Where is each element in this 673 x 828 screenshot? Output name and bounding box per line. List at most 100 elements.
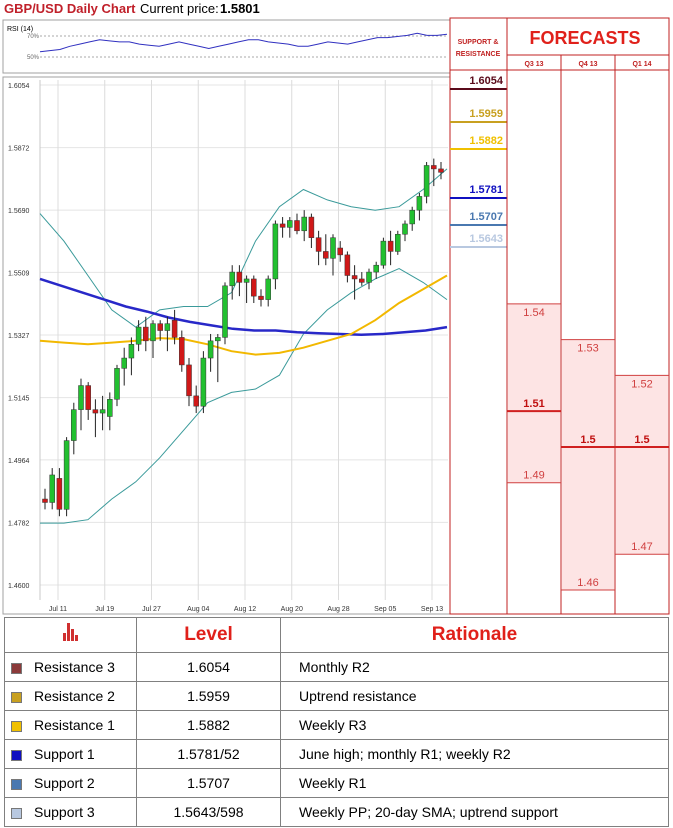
row-rationale: Weekly R1 [280,768,669,798]
x-tick-label: Jul 19 [95,606,114,613]
levels-table: Level Rationale Resistance 3 1.6054 Monthl… [4,617,669,827]
candle-body [287,220,293,228]
candle-body [143,326,149,342]
candle-body [373,264,379,273]
candle-body [56,478,63,510]
candle-body [251,278,257,297]
candle-body [222,285,228,338]
row-name: Support 3 [34,804,95,820]
candle-body [85,385,91,410]
y-tick-label: 1.5509 [8,270,30,277]
price-value: 1.5801 [220,1,260,16]
candle-body [243,278,250,283]
rsi-tick-lower: 50% [27,55,40,61]
candle-body [308,216,315,238]
bar-chart-icon [62,623,79,641]
x-tick-label: Aug 04 [187,606,209,613]
sr-title-1: SUPPORT & [458,39,499,46]
candle-body [258,295,264,300]
forecast-high-label: 1.52 [631,378,652,390]
y-tick-label: 1.5327 [8,333,30,340]
bollinger-bands [39,168,448,524]
row-name: Support 1 [34,746,95,762]
x-tick-label: Jul 11 [49,606,67,613]
candle-body [92,409,99,414]
table-header-level: Level [136,617,281,653]
level-swatch [11,749,22,761]
candle-body [236,271,243,283]
row-name: Resistance 2 [34,688,115,704]
row-level: 1.5643/598 [136,797,281,827]
x-tick-label: Jul 27 [142,606,161,613]
sr-level-label: 1.5959 [469,108,503,120]
candle-body [42,498,48,503]
row-rationale: June high; monthly R1; weekly R2 [280,739,669,769]
row-level: 1.5882 [136,710,281,740]
row-name-cell: Resistance 2 [4,681,137,711]
candle-body [107,399,113,417]
table-header-rationale: Rationale [280,617,669,653]
forecast-low-label: 1.49 [523,470,544,482]
candle-body [71,409,77,441]
candle-body [171,319,178,338]
level-swatch [11,691,22,703]
forecast-ranges: Q3 13 1.54 1.51 1.49 Q4 13 1.53 1.5 1.46 Q1 14 1.… [507,61,669,591]
x-tick-label: Aug 12 [234,606,256,613]
forecast-high-label: 1.53 [577,343,598,355]
price-label: Current price: [140,1,219,16]
candle-body [438,168,444,173]
level-swatch [11,720,22,732]
candle-body [380,240,387,266]
candle-body [344,254,351,276]
candle-body [150,323,156,342]
candle-body [323,251,329,259]
rsi-frame [2,19,451,74]
row-rationale: Weekly PP; 20-day SMA; uptrend support [280,797,669,827]
row-name-cell: Resistance 1 [4,710,137,740]
forecast-range-box [562,339,614,590]
rsi-tick-upper: 70% [27,34,40,40]
candle-body [279,223,286,228]
row-rationale: Weekly R3 [280,710,669,740]
candle-body [207,340,214,359]
candle-body [416,196,423,211]
row-name-cell: Support 1 [4,739,137,769]
y-tick-label: 1.4782 [8,520,30,527]
candlesticks [42,158,444,517]
x-tick-label: Aug 20 [281,606,303,613]
candle-body [409,209,415,225]
chart-title: GBP/USD Daily Chart [4,1,136,16]
row-name-cell: Support 2 [4,768,137,798]
table-header-icon-cell [4,617,137,653]
candle-body [135,326,142,345]
table-row: Support 1 1.5781/52 June high; monthly R1;… [4,739,669,769]
forecast-low-label: 1.47 [631,541,652,553]
forecast-mid-label: 1.51 [523,398,544,410]
y-axis: 1.4600 1.4782 1.4964 1.5145 1.5327 1.5509 1.56… [8,83,30,590]
candle-body [301,216,307,232]
rsi-label: RSI (14) [7,26,33,33]
row-rationale: Uptrend resistance [280,681,669,711]
sma-200-line [39,277,448,336]
row-name: Resistance 1 [34,717,115,733]
chart-area: GBP/USD Daily Chart Current price: 1.580… [2,1,670,615]
row-level: 1.5959 [136,681,281,711]
x-tick-label: Sep 05 [374,606,396,613]
candle-body [186,364,192,397]
rsi-panel: RSI (14) 70% 50% [2,19,451,74]
y-tick-label: 1.5690 [8,208,30,215]
y-tick-label: 1.5145 [8,396,30,403]
candle-body [366,271,372,283]
candle-body [229,271,235,287]
forecast-mid-label: 1.5 [580,434,595,446]
candle-body [114,368,120,400]
candle-body [387,240,394,252]
level-swatch [11,662,22,674]
candle-body [315,237,322,252]
sr-levels: 1.6054 1.5959 1.5882 1.5781 1.5707 1.5643 [450,75,507,248]
candle-body [351,275,358,280]
forecast-low-label: 1.46 [577,577,598,589]
candle-body [265,278,271,300]
forecast-title: FORECASTS [529,28,640,48]
y-tick-label: 1.5872 [8,146,30,153]
